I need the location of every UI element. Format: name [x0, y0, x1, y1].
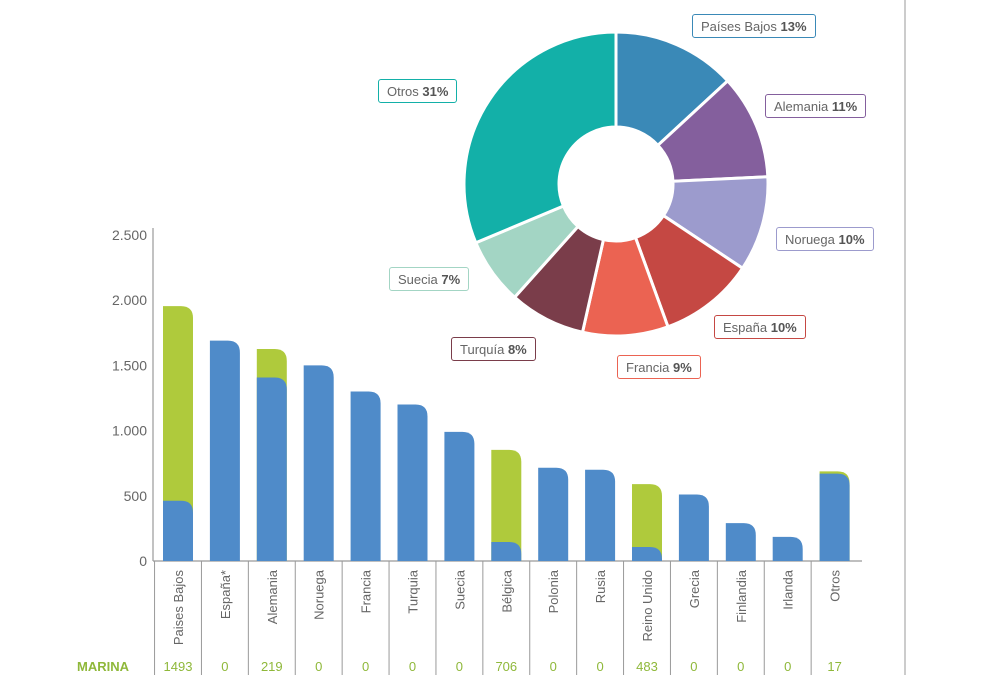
x-tick-label: Alemania: [265, 569, 280, 624]
x-tick-label: Noruega: [312, 569, 327, 620]
divider-line: [904, 0, 906, 675]
marina-value: 0: [221, 659, 228, 674]
bar-marina: [163, 306, 193, 561]
y-tick-label: 1.500: [112, 357, 147, 373]
x-tick-label: Grecia: [687, 569, 702, 608]
marina-value: 0: [315, 659, 322, 674]
x-tick-label: Otros: [828, 570, 843, 602]
marina-value: 0: [409, 659, 416, 674]
marina-value: 219: [261, 659, 283, 674]
x-tick-label: España*: [218, 570, 233, 619]
x-tick-label: Francia: [359, 569, 374, 613]
bar-total: [632, 547, 662, 561]
bar-total: [303, 365, 334, 561]
marina-value: 0: [550, 659, 557, 674]
marina-value: 0: [690, 659, 697, 674]
bar-total: [256, 377, 287, 561]
marina-value: 0: [456, 659, 463, 674]
marina-value: 0: [362, 659, 369, 674]
marina-value: 706: [495, 659, 517, 674]
bar-marina: [491, 449, 522, 561]
x-tick-label: Paises Bajos: [171, 570, 186, 646]
bar-total: [725, 523, 756, 561]
bar-marina: [632, 484, 662, 561]
donut-label-paises-bajos: Países Bajos 13%: [692, 14, 816, 38]
marina-value: 0: [784, 659, 791, 674]
marina-value: 0: [596, 659, 603, 674]
marina-value: 1493: [164, 659, 193, 674]
x-tick-label: Reino Unido: [640, 570, 655, 642]
donut-slice-otros: [462, 30, 618, 245]
bar-total: [444, 431, 475, 561]
bar-total: [585, 469, 616, 561]
bar-total: [772, 536, 803, 561]
y-tick-label: 500: [124, 488, 148, 504]
marina-row-label: MARINA: [77, 659, 129, 674]
donut-label-francia: Francia 9%: [617, 355, 701, 379]
bar-total: [209, 340, 240, 561]
bar-total: [397, 404, 428, 561]
x-tick-label: Turquia: [406, 569, 421, 613]
x-tick-label: Irlanda: [781, 569, 796, 610]
marina-value: 17: [827, 659, 841, 674]
y-tick-label: 2.500: [112, 227, 147, 243]
bar-total: [678, 494, 709, 561]
bar-total: [819, 473, 850, 561]
marina-value: 0: [737, 659, 744, 674]
donut-label-noruega: Noruega 10%: [776, 227, 874, 251]
donut-label-turquia: Turquía 8%: [451, 337, 536, 361]
donut-label-suecia: Suecia 7%: [389, 267, 470, 291]
donut-slice-países bajos: [614, 30, 730, 148]
donut-label-espana: España 10%: [714, 315, 806, 339]
donut-label-alemania: Alemania 11%: [765, 94, 867, 118]
x-tick-label: Bélgica: [499, 569, 514, 612]
bar-total: [491, 541, 522, 561]
y-tick-label: 1.000: [112, 423, 147, 439]
bar-total: [538, 467, 569, 561]
y-tick-label: 0: [139, 553, 147, 569]
bar-total: [163, 500, 193, 561]
donut-label-otros: Otros 31%: [378, 79, 458, 103]
x-tick-label: Suecia: [452, 569, 467, 610]
x-tick-label: Finlandia: [734, 569, 749, 623]
bar-total: [350, 391, 381, 561]
x-tick-label: Polonia: [546, 569, 561, 613]
x-tick-label: Rusia: [593, 569, 608, 603]
y-tick-label: 2.000: [112, 292, 147, 308]
marina-value: 483: [636, 659, 658, 674]
